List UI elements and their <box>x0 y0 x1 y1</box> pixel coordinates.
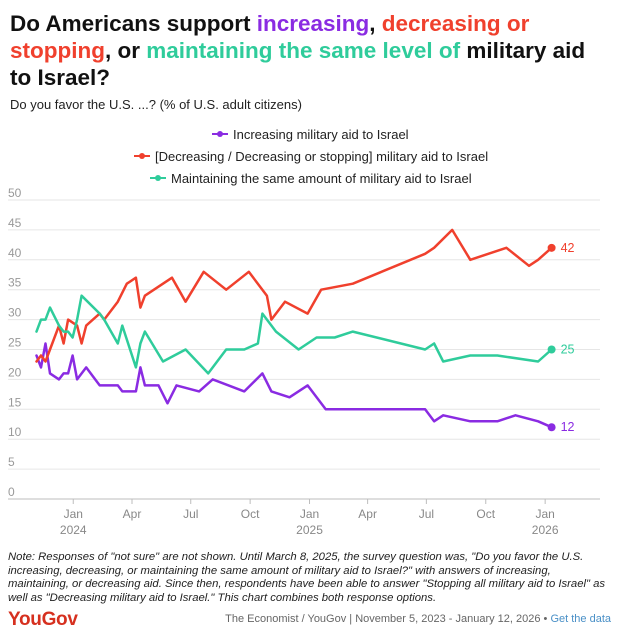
title-increasing: increasing <box>256 11 370 36</box>
x-tick-year-label: 2024 <box>60 523 87 537</box>
end-point-decreasing <box>547 243 556 252</box>
legend-swatch-maintaining <box>150 174 166 181</box>
y-tick-label: 20 <box>8 365 22 379</box>
x-tick-year-label: 2026 <box>532 523 559 537</box>
legend-item-increasing: Increasing military aid to Israel <box>212 124 409 144</box>
x-tick-label: Jul <box>183 507 198 521</box>
y-tick-label: 10 <box>8 425 22 439</box>
end-label-decreasing: 42 <box>561 241 575 255</box>
legend-swatch-decreasing <box>134 152 150 159</box>
chart-subtitle: Do you favor the U.S. ...? (% of U.S. ad… <box>10 97 302 112</box>
x-tick-label: Oct <box>241 507 260 521</box>
end-label-maintaining: 25 <box>561 343 575 357</box>
legend-item-decreasing: [Decreasing / Decreasing or stopping] mi… <box>134 146 488 166</box>
y-tick-label: 15 <box>8 395 22 409</box>
title-decreasing: decreasing or stopping <box>10 11 530 63</box>
x-tick-label: Jan <box>535 507 554 521</box>
y-tick-label: 45 <box>8 216 22 230</box>
y-tick-label: 5 <box>8 455 15 469</box>
legend-item-maintaining: Maintaining the same amount of military … <box>150 168 472 188</box>
yougov-logo: YouGov <box>8 609 78 630</box>
x-tick-label: Jan <box>300 507 319 521</box>
chart-title: Do Americans support increasing, decreas… <box>10 10 610 91</box>
y-tick-label: 30 <box>8 306 22 320</box>
x-tick-label: Apr <box>358 507 377 521</box>
legend-swatch-increasing <box>212 130 228 137</box>
x-tick-label: Apr <box>123 507 142 521</box>
title-part-2: , or <box>104 38 147 63</box>
end-point-maintaining <box>547 345 556 354</box>
series-line-maintaining <box>35 294 553 375</box>
y-tick-label: 35 <box>8 276 22 290</box>
title-comma: , <box>369 11 382 36</box>
x-tick-label: Oct <box>476 507 495 521</box>
y-tick-label: 50 <box>8 186 22 200</box>
x-tick-label: Jul <box>419 507 434 521</box>
title-maintaining: maintaining the same level of <box>146 38 461 63</box>
y-tick-label: 0 <box>8 485 15 499</box>
source-text: The Economist / YouGov | November 5, 202… <box>225 613 551 625</box>
y-tick-label: 25 <box>8 336 22 350</box>
series-line-decreasing <box>35 228 553 363</box>
x-tick-year-label: 2025 <box>296 523 323 537</box>
end-label-increasing: 12 <box>561 420 575 434</box>
source-line: The Economist / YouGov | November 5, 202… <box>225 613 611 625</box>
x-tick-label: Jan <box>64 507 83 521</box>
series-line-increasing <box>35 342 553 429</box>
legend-label-decreasing: [Decreasing / Decreasing or stopping] mi… <box>155 148 489 164</box>
end-point-increasing <box>547 423 556 432</box>
y-tick-label: 40 <box>8 246 22 260</box>
footnote: Note: Responses of "not sure" are not sh… <box>8 551 606 604</box>
get-the-data-link[interactable]: Get the data <box>550 613 611 625</box>
legend-label-increasing: Increasing military aid to Israel <box>233 126 409 142</box>
title-part-1: Do Americans support <box>10 11 257 36</box>
legend-label-maintaining: Maintaining the same amount of military … <box>171 170 472 186</box>
title-part-3: military aid to Israel? <box>10 38 586 90</box>
